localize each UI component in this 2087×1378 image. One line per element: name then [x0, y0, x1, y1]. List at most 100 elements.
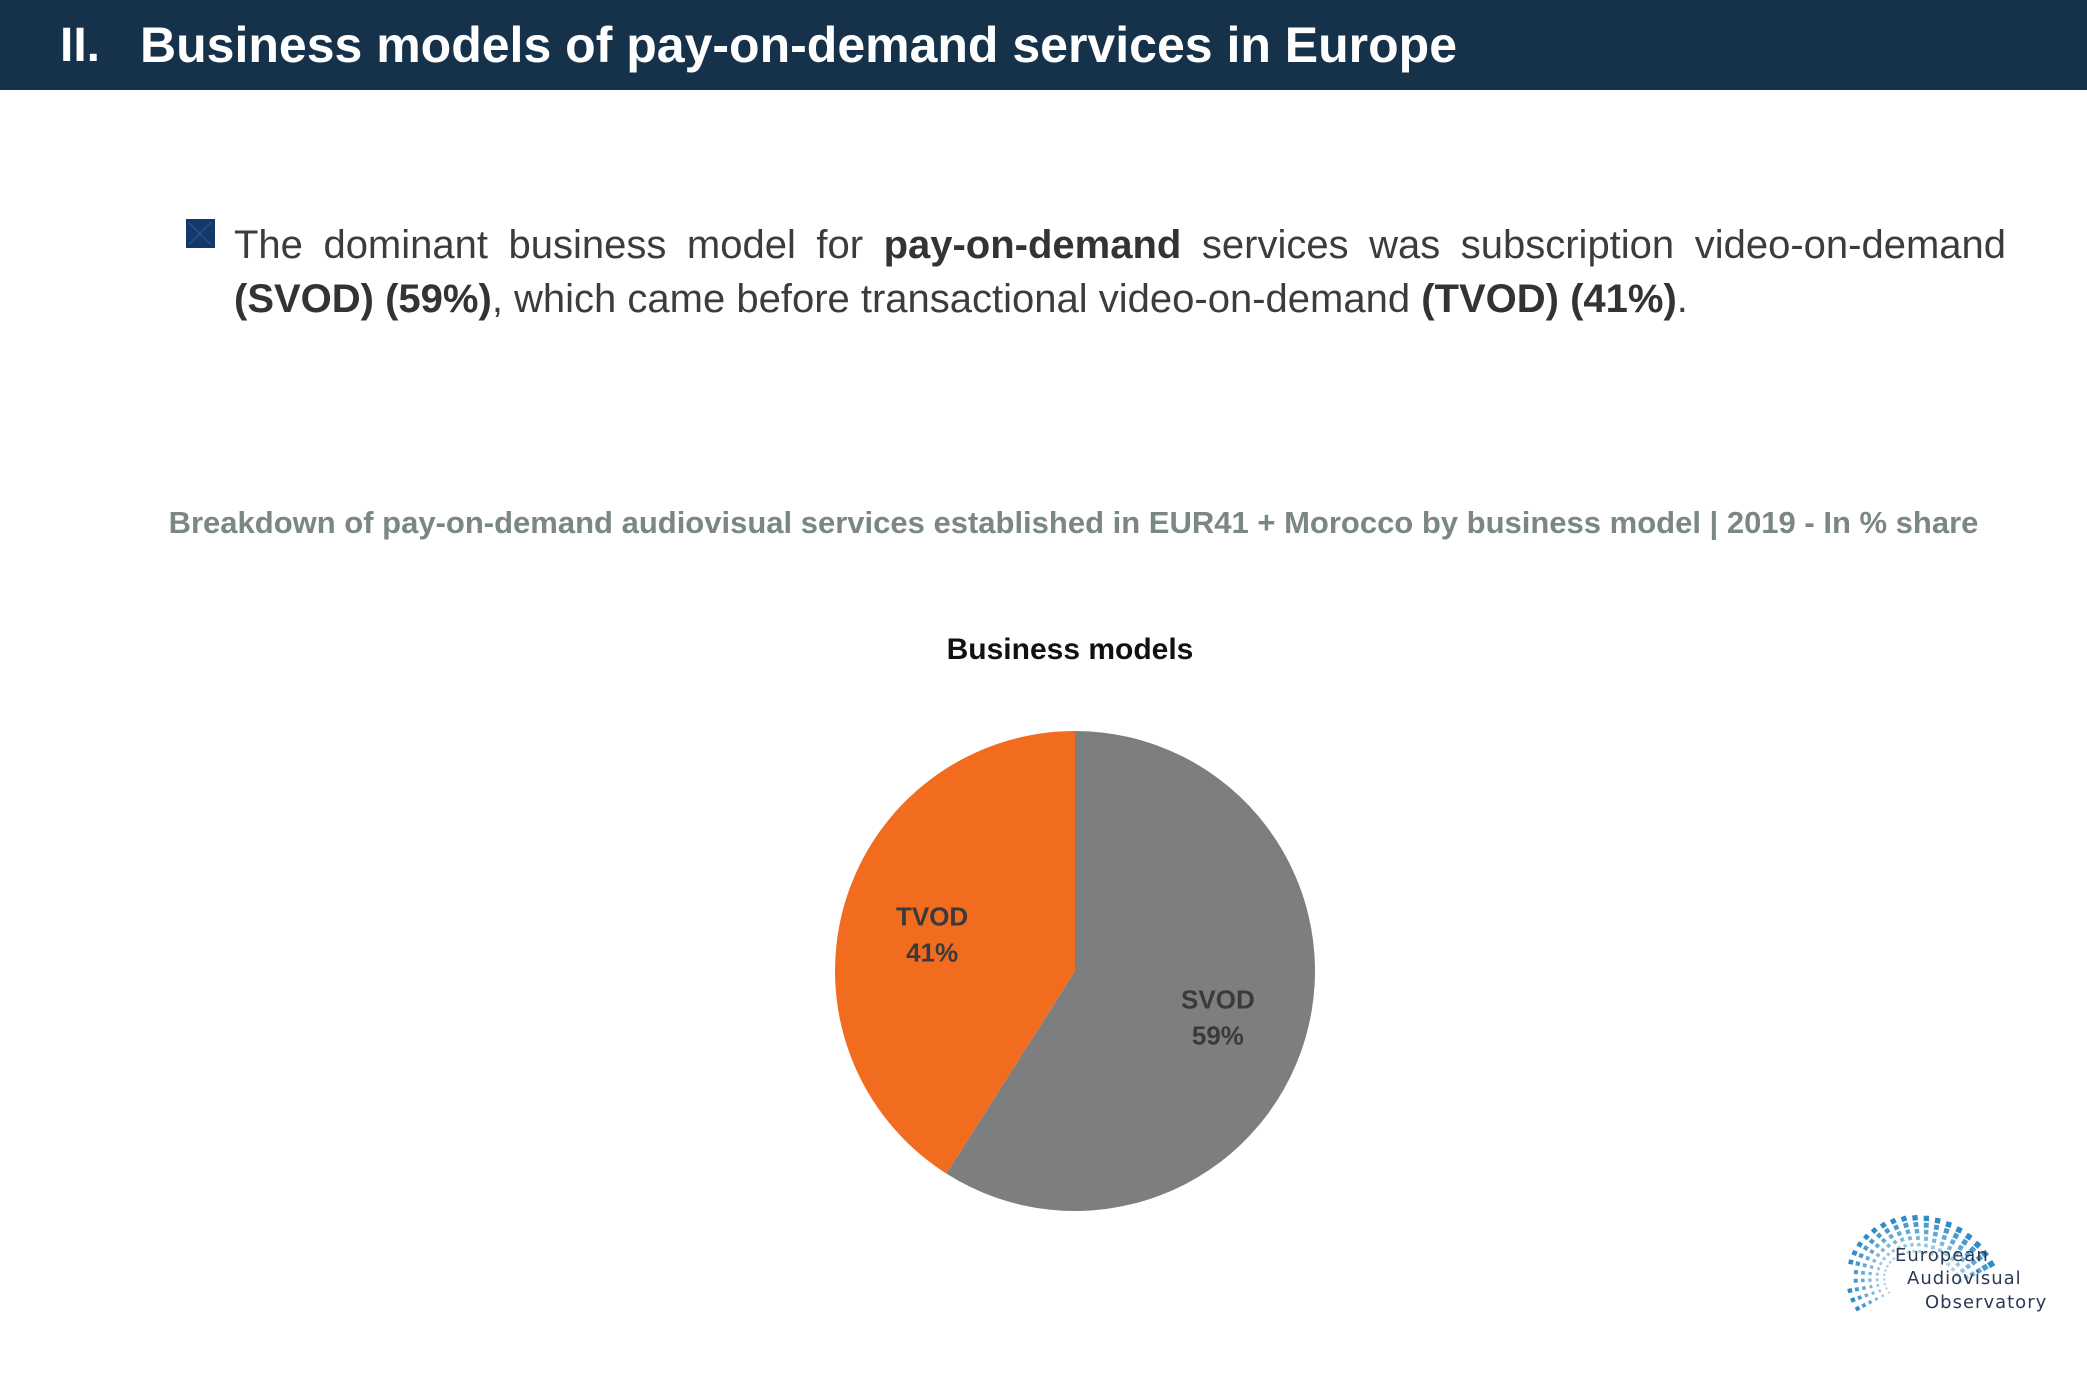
logo-dot	[1871, 1291, 1876, 1295]
logo-dot	[1862, 1233, 1870, 1241]
logo-dot	[1869, 1248, 1875, 1255]
logo-dot	[1886, 1252, 1891, 1257]
logo-dot	[1953, 1250, 1960, 1257]
logo-dot	[1872, 1258, 1877, 1264]
pie-chart: SVOD 59% TVOD 41%	[835, 731, 1315, 1211]
logo-dot	[1964, 1263, 1972, 1270]
logo-dot	[1968, 1245, 1977, 1254]
logo-dot	[1912, 1249, 1916, 1254]
logo-dot	[1964, 1232, 1973, 1241]
logo-dot	[1973, 1240, 1982, 1249]
logo-dot	[1860, 1278, 1865, 1283]
logo-swirl-icon	[1847, 1214, 1996, 1312]
logo-dot	[1878, 1289, 1882, 1293]
bullet-text-part: services was subscription video-on-deman…	[1181, 223, 2007, 267]
logo-dot	[1853, 1269, 1859, 1275]
logo-dot	[1923, 1222, 1929, 1228]
logo-text-line2: Audiovisual	[1907, 1268, 2022, 1289]
logo-dot	[1959, 1267, 1966, 1274]
logo-dot	[1855, 1261, 1861, 1267]
logo-dot	[1888, 1233, 1895, 1240]
logo-dot	[1864, 1293, 1869, 1298]
logo-dot	[1900, 1251, 1905, 1256]
bullet-text-part: The dominant business model for	[234, 223, 884, 267]
logo-dot	[1918, 1249, 1922, 1254]
logo-dot	[1874, 1242, 1881, 1249]
logo-dot	[1943, 1227, 1950, 1235]
bullet-square-icon	[186, 219, 215, 248]
logo-dot	[1865, 1255, 1871, 1261]
bullet-text-part: , which came before transactional video-…	[491, 277, 1422, 321]
header-bar: II. Business models of pay-on-demand ser…	[0, 0, 2087, 90]
logo-dot	[1900, 1215, 1908, 1223]
logo-dot	[1952, 1232, 1960, 1240]
logo-dot	[1941, 1258, 1946, 1263]
logo-dot	[1949, 1256, 1956, 1262]
logo-dot	[1963, 1274, 1970, 1281]
logo-dot	[1862, 1263, 1867, 1268]
logo-dot	[1857, 1295, 1863, 1301]
logo-dot	[1896, 1245, 1902, 1251]
logo-dot	[1869, 1284, 1873, 1289]
logo-dot	[1854, 1286, 1860, 1292]
logo-dot	[1943, 1251, 1949, 1257]
logo-dot	[1856, 1241, 1864, 1248]
bullet-text-bold: (TVOD) (41%)	[1421, 277, 1677, 321]
logo-dot	[1869, 1265, 1874, 1270]
logo-dot	[1923, 1229, 1929, 1235]
logo-dot	[1868, 1278, 1872, 1282]
logo-dot	[1867, 1299, 1873, 1305]
logo-dot	[1874, 1297, 1879, 1301]
logo-dot	[1881, 1294, 1885, 1298]
logo-dot	[1957, 1244, 1964, 1252]
logo-dot	[1949, 1238, 1956, 1246]
logo-dot	[1882, 1256, 1887, 1261]
logo-dot	[1914, 1228, 1920, 1234]
logo-dot	[1930, 1252, 1934, 1256]
logo-dot	[1955, 1261, 1961, 1268]
logo-dot	[1878, 1261, 1883, 1266]
logo-dot	[1847, 1287, 1853, 1294]
logo-dot	[1862, 1245, 1869, 1252]
logo-dot	[1969, 1270, 1976, 1278]
logo-dot	[1939, 1241, 1945, 1247]
bullet-text-bold: pay-on-demand	[883, 223, 1182, 267]
logo-text-line1: European	[1895, 1245, 1989, 1266]
logo-dot	[1935, 1254, 1940, 1259]
logo-dot	[1950, 1266, 1956, 1272]
logo-dot	[1896, 1253, 1900, 1258]
logo-dot	[1924, 1236, 1929, 1241]
pie-slice-tvod	[835, 731, 1075, 1174]
logo-dot	[1848, 1259, 1854, 1265]
logo-dot	[1880, 1237, 1887, 1244]
logo-dot	[1876, 1283, 1880, 1287]
logo-dot	[1915, 1235, 1921, 1241]
logo-dot	[1882, 1278, 1886, 1281]
logo-dot	[1892, 1239, 1898, 1245]
logo-dot	[1875, 1232, 1883, 1239]
logo-dot	[1870, 1226, 1878, 1235]
logo-dot	[1961, 1238, 1969, 1246]
logo-dot	[1875, 1278, 1879, 1282]
logo-dot	[1891, 1256, 1896, 1261]
logo-dot	[1851, 1249, 1858, 1257]
logo-dot	[1907, 1235, 1913, 1241]
logo-dot	[1883, 1268, 1887, 1272]
logo-dot	[1888, 1260, 1892, 1264]
observatory-logo: European Audiovisual Observatory	[1845, 1212, 2070, 1362]
section-number: II.	[60, 18, 101, 72]
logo-dot	[1981, 1263, 1989, 1272]
logo-dot	[1875, 1252, 1881, 1258]
logo-dot	[1916, 1242, 1921, 1247]
logo-dot	[1946, 1262, 1951, 1267]
chart-heading: Breakdown of pay-on-demand audiovisual s…	[168, 505, 1979, 540]
logo-dot	[1875, 1272, 1879, 1276]
logo-dot	[1899, 1237, 1905, 1243]
logo-dot	[1896, 1230, 1903, 1237]
logo-dot	[1861, 1285, 1867, 1291]
logo-dot	[1893, 1224, 1900, 1231]
logo-dot	[1946, 1245, 1953, 1251]
logo-text-line3: Observatory	[1925, 1292, 2048, 1313]
logo-dot	[1902, 1222, 1909, 1229]
logo-dot	[1975, 1267, 1983, 1275]
